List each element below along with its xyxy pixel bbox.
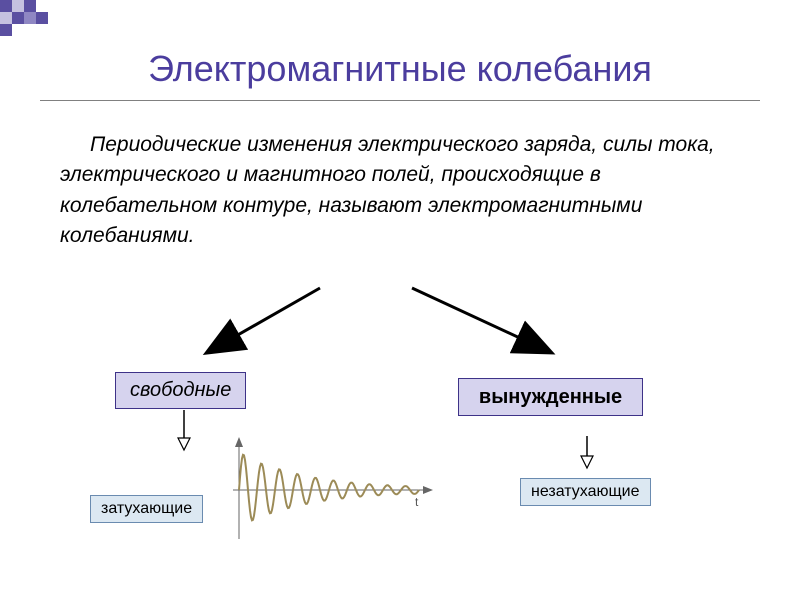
short-arrow-forced	[577, 436, 597, 477]
box-damped: затухающие	[90, 495, 203, 523]
corner-decoration	[0, 0, 160, 45]
box-damped-label: затухающие	[101, 500, 192, 517]
title-underline	[40, 100, 760, 101]
arrow-to-free	[190, 280, 330, 375]
page-title: Электромагнитные колебания	[0, 48, 800, 90]
box-undamped: незатухающие	[520, 478, 651, 506]
svg-text:t: t	[415, 495, 419, 509]
box-forced-label: вынужденные	[479, 386, 622, 408]
title-text: Электромагнитные колебания	[148, 48, 652, 89]
damped-wave-graph: t	[225, 435, 435, 550]
box-free-label: свободные	[130, 379, 231, 401]
arrow-to-forced	[400, 280, 570, 375]
short-arrow-free	[174, 410, 194, 459]
box-free: свободные	[115, 372, 246, 409]
box-forced: вынужденные	[458, 378, 643, 416]
definition-text: Периодические изменения электрического з…	[60, 130, 740, 252]
box-undamped-label: незатухающие	[531, 483, 640, 500]
